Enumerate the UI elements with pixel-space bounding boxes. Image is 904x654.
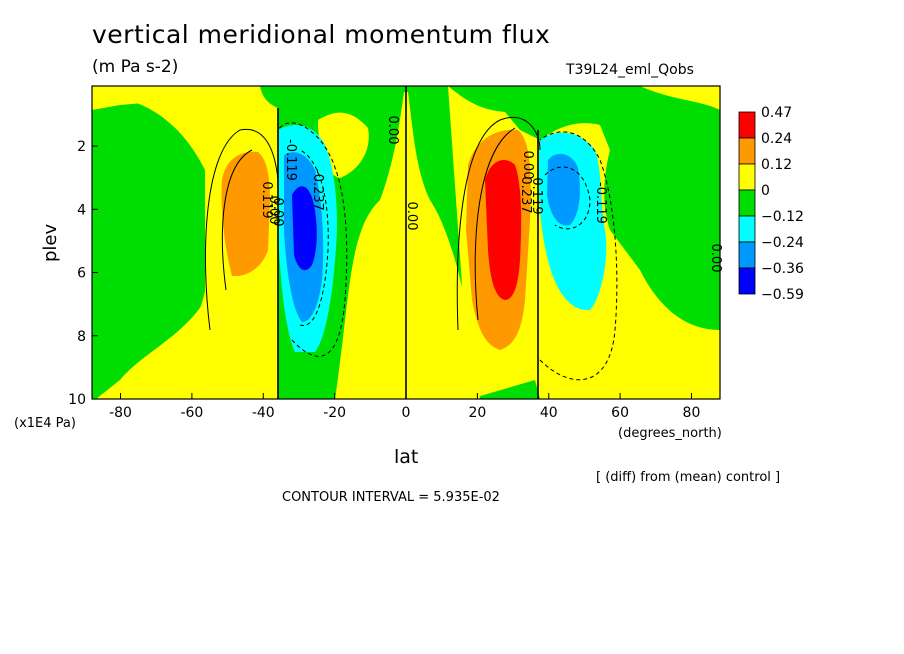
- y-tick-label: 8: [77, 329, 86, 345]
- x-axis: -80 -60 -40 -20 0 20 40 60 80: [109, 393, 700, 421]
- y-tick-label: 10: [68, 392, 86, 408]
- x-tick-label: -80: [109, 405, 132, 421]
- colorbar-swatch: [738, 189, 756, 217]
- contour-line: [544, 166, 591, 230]
- colorbar-swatch: [738, 111, 756, 139]
- colorbar-swatch: [738, 215, 756, 243]
- contour-interval: CONTOUR INTERVAL = 5.935E-02: [282, 490, 500, 505]
- colorbar: 0.47 0.24 0.12 0 −0.12 −0.24 −0.36 −0.59: [738, 105, 804, 303]
- contour-line: [474, 127, 516, 321]
- contour-label: 0.00: [270, 198, 285, 227]
- chart-units: (m Pa s-2): [92, 57, 179, 77]
- x-tick-label: 0: [402, 405, 411, 421]
- contour-line: [299, 149, 329, 326]
- x-tick-label: -40: [252, 405, 275, 421]
- y-axis-units: (x1E4 Pa): [14, 416, 76, 431]
- colorbar-label: 0: [761, 183, 770, 199]
- contour-label: 0.00: [404, 202, 419, 231]
- fill-yellow-center-top: [318, 112, 369, 178]
- colorbar-label: −0.24: [761, 235, 804, 251]
- contour-label: -0.237: [310, 169, 325, 211]
- x-tick-label: 20: [468, 405, 486, 421]
- fill-yellow-right-top: [640, 86, 720, 110]
- y-tick-label: 6: [77, 266, 86, 282]
- contour-label: 0.119: [259, 181, 274, 218]
- colorbar-label: −0.36: [761, 261, 804, 277]
- x-tick-label: 40: [540, 405, 558, 421]
- colorbar-swatch: [738, 137, 756, 165]
- contour-line: [277, 122, 348, 357]
- run-label: T39L24_eml_Qobs: [566, 62, 694, 78]
- colorbar-label: 0.47: [761, 105, 792, 121]
- contour-labels: 0.1190.00-0.119-0.2370.000.000.000.2370.…: [259, 116, 723, 273]
- contour-line: [221, 149, 253, 291]
- contour-label: 0.119: [529, 177, 544, 214]
- y-axis-label: plev: [40, 223, 61, 262]
- x-axis-label: lat: [394, 446, 419, 468]
- contour-label: 0.237: [518, 176, 533, 213]
- colorbar-label: 0.24: [761, 131, 792, 147]
- contour-line: [204, 128, 279, 331]
- contour-line: [456, 116, 541, 331]
- fill-yellow-left-low: [172, 270, 278, 399]
- fill-lightblue-right: [547, 153, 580, 226]
- fill-yellow-left-top: [92, 86, 200, 110]
- colorbar-swatch: [738, 241, 756, 269]
- y-tick-label: 4: [77, 202, 86, 218]
- colorbar-label: −0.59: [761, 287, 804, 303]
- x-tick-label: -20: [323, 405, 346, 421]
- y-axis: 2 4 6 8 10: [68, 139, 98, 408]
- contour-fill-area: [92, 86, 720, 399]
- fill-red: [485, 160, 522, 300]
- contour-label: -0.119: [283, 139, 298, 181]
- x-tick-label: -60: [180, 405, 203, 421]
- colorbar-swatch: [738, 267, 756, 295]
- y-tick-label: 2: [77, 139, 86, 155]
- fill-yellow-center: [335, 92, 480, 399]
- contour-label: 0.00: [385, 116, 400, 145]
- diff-note: [ (diff) from (mean) control ]: [596, 470, 781, 485]
- contour-label: 0.00: [520, 151, 535, 180]
- chart-title: vertical meridional momentum flux: [92, 20, 551, 49]
- x-axis-units: (degrees_north): [618, 426, 722, 441]
- colorbar-swatch: [738, 163, 756, 191]
- contour-label: -0.119: [593, 182, 608, 224]
- contour-label: 0.00: [266, 196, 281, 225]
- fill-orange-left: [221, 151, 270, 276]
- x-tick-label: 80: [683, 405, 701, 421]
- x-tick-label: 60: [611, 405, 629, 421]
- fill-blue-left: [292, 186, 317, 271]
- contour-line: [539, 131, 618, 381]
- colorbar-label: 0.12: [761, 157, 792, 173]
- colorbar-label: −0.12: [761, 209, 804, 225]
- contour-label: 0.00: [708, 244, 723, 273]
